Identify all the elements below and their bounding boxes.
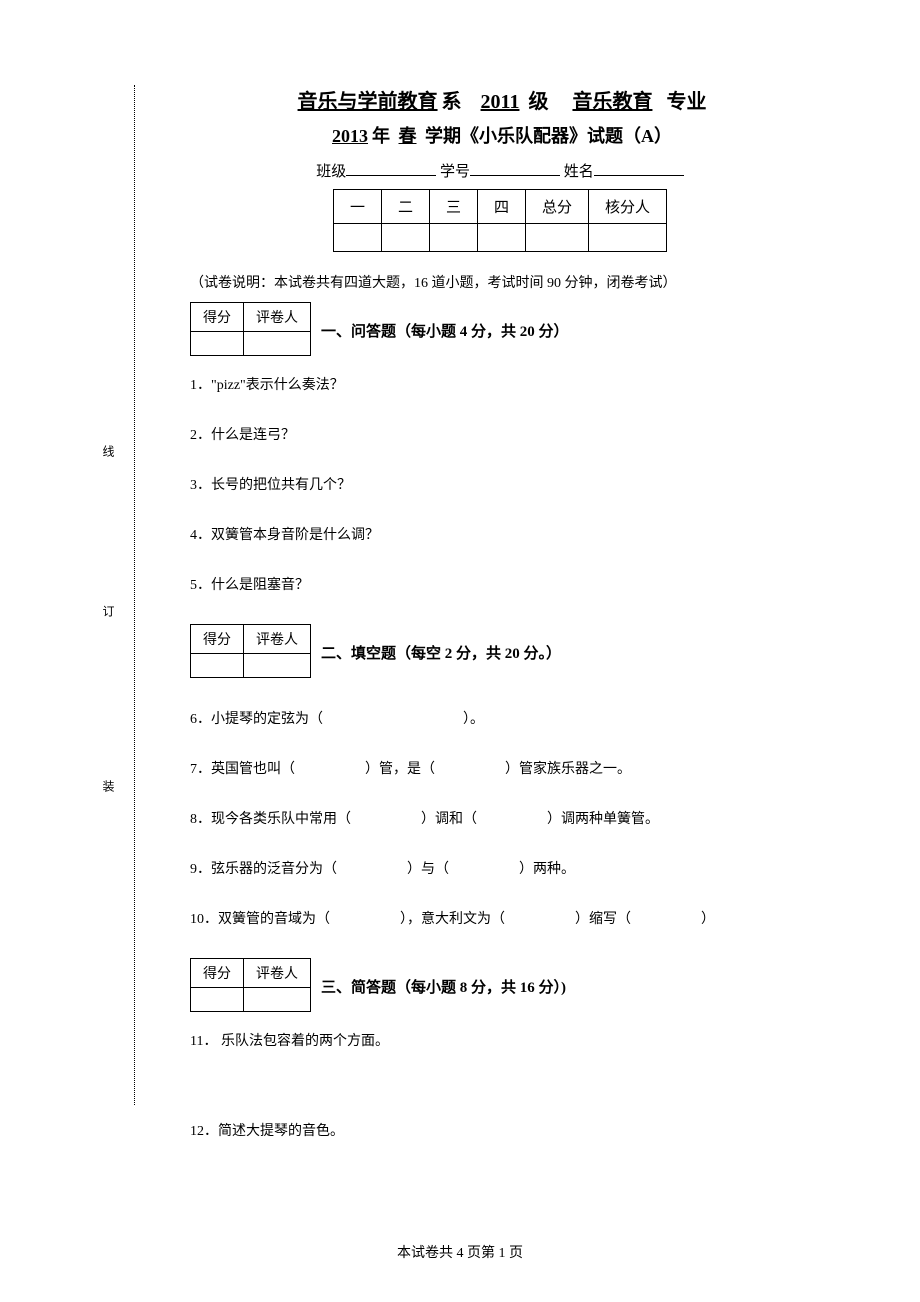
score-cell[interactable] [381, 224, 429, 252]
q8-part-c: ）调两种单簧管。 [547, 812, 659, 827]
dept-suffix: 系 [442, 91, 462, 113]
class-label: 班级 [316, 164, 346, 180]
term: 春 [395, 126, 421, 146]
question-5: 5．什么是阻塞音？ [190, 574, 810, 594]
score-col-4: 四 [478, 190, 526, 224]
class-blank[interactable] [346, 160, 436, 176]
side-label-bind: 订 [100, 605, 117, 647]
title-line-1: 音乐与学前教育系 2011 级 音乐教育 专业 [190, 85, 810, 114]
question-12: 12．简述大提琴的音色。 [190, 1120, 810, 1140]
grader-label: 评卷人 [244, 959, 311, 988]
question-4: 4．双簧管本身音阶是什么调？ [190, 524, 810, 544]
grade-box-2: 得分 评卷人 [190, 624, 311, 678]
exam-instruction: （试卷说明：本试卷共有四道大题，16 道小题，考试时间 90 分钟，闭卷考试） [190, 272, 810, 292]
side-label-fold: 装 [100, 780, 117, 822]
grader-label: 评卷人 [244, 625, 311, 654]
title-line-2: 2013年 春 学期《小乐队配器》试题（A） [190, 122, 810, 148]
score-col-checker: 核分人 [589, 190, 667, 224]
question-1: 1．"pizz"表示什么奏法？ [190, 374, 810, 394]
score-table: 一 二 三 四 总分 核分人 [333, 189, 667, 252]
question-6: 6．小提琴的定弦为（ ）。 [190, 708, 810, 728]
grader-label: 评卷人 [244, 303, 311, 332]
exam-year-suffix: 年 [372, 126, 390, 146]
score-label: 得分 [191, 959, 244, 988]
grader-cell[interactable] [244, 332, 311, 356]
id-label: 学号 [440, 164, 470, 180]
score-cell[interactable] [333, 224, 381, 252]
section-3-header: 得分 评卷人 三、简答题（每小题 8 分，共 16 分）) [190, 958, 810, 1012]
exam-year: 2013 [328, 126, 372, 146]
grade-suffix: 级 [528, 91, 548, 113]
q9-part-b: ）与（ [407, 862, 449, 877]
name-blank[interactable] [594, 160, 684, 176]
score-label: 得分 [191, 625, 244, 654]
question-7: 7．英国管也叫（ ）管，是（ ）管家族乐器之一。 [190, 758, 810, 778]
id-blank[interactable] [470, 160, 560, 176]
term-suffix: 学期《小乐队配器》试题（A） [425, 126, 672, 146]
score-cell[interactable] [191, 332, 244, 356]
score-cell[interactable] [191, 988, 244, 1012]
score-label: 得分 [191, 303, 244, 332]
question-8: 8．现今各类乐队中常用（ ）调和（ ）调两种单簧管。 [190, 808, 810, 828]
q7-part-c: ）管家族乐器之一。 [505, 762, 631, 777]
major-suffix: 专业 [666, 91, 706, 113]
grade-box-1: 得分 评卷人 [190, 302, 311, 356]
question-9: 9．弦乐器的泛音分为（ ）与（ ）两种。 [190, 858, 810, 878]
year: 2011 [477, 91, 524, 113]
name-label: 姓名 [564, 164, 594, 180]
score-cell[interactable] [429, 224, 477, 252]
q7-part-a: 7．英国管也叫（ [190, 762, 295, 777]
q9-part-c: ）两种。 [519, 862, 575, 877]
section-2-header: 得分 评卷人 二、填空题（每空 2 分，共 20 分。） [190, 624, 810, 678]
question-2: 2．什么是连弓？ [190, 424, 810, 444]
grade-box-3: 得分 评卷人 [190, 958, 311, 1012]
grader-cell[interactable] [244, 988, 311, 1012]
section-1-header: 得分 评卷人 一、问答题（每小题 4 分，共 20 分） [190, 302, 810, 356]
binding-margin-line [115, 85, 135, 1105]
side-label-line: 线 [100, 445, 117, 487]
score-col-2: 二 [381, 190, 429, 224]
q10-part-a: 10．双簧管的音域为（ [190, 912, 330, 927]
q7-part-b: ）管，是（ [365, 762, 435, 777]
question-11: 11． 乐队法包容着的两个方面。 [190, 1030, 810, 1050]
q9-part-a: 9．弦乐器的泛音分为（ [190, 862, 337, 877]
q6-part-b: ）。 [463, 712, 484, 727]
score-cell[interactable] [526, 224, 589, 252]
q8-part-a: 8．现今各类乐队中常用（ [190, 812, 351, 827]
q10-part-d: ） [701, 912, 715, 927]
question-10: 10．双簧管的音域为（ ），意大利文为（ ）缩写（ ） [190, 908, 810, 928]
q10-part-b: ），意大利文为（ [400, 912, 505, 927]
question-3: 3．长号的把位共有几个？ [190, 474, 810, 494]
page-content: 音乐与学前教育系 2011 级 音乐教育 专业 2013年 春 学期《小乐队配器… [190, 85, 810, 1170]
grader-cell[interactable] [244, 654, 311, 678]
score-col-3: 三 [429, 190, 477, 224]
score-cell[interactable] [589, 224, 667, 252]
major: 音乐教育 [568, 91, 656, 113]
q6-part-a: 6．小提琴的定弦为（ [190, 712, 323, 727]
score-cell[interactable] [191, 654, 244, 678]
score-col-1: 一 [333, 190, 381, 224]
q10-part-c: ）缩写（ [575, 912, 631, 927]
score-col-total: 总分 [526, 190, 589, 224]
q8-part-b: ）调和（ [421, 812, 477, 827]
score-cell[interactable] [478, 224, 526, 252]
student-info-line: 班级 学号 姓名 [190, 160, 810, 181]
dept-name: 音乐与学前教育 [294, 91, 442, 113]
page-footer: 本试卷共 4 页第 1 页 [0, 1242, 920, 1262]
